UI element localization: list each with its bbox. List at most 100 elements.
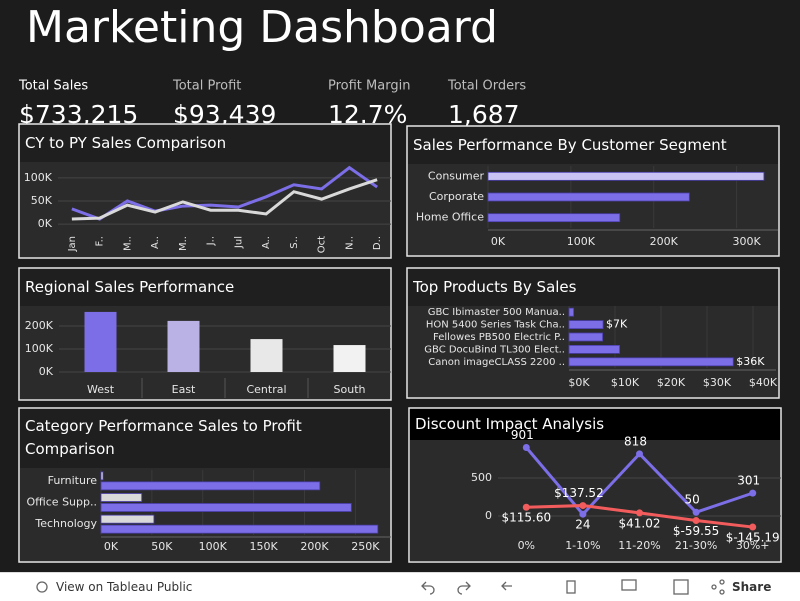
toolbar-icons <box>36 579 725 595</box>
data-label: 818 <box>624 434 647 448</box>
x-tick-label: 30%+ <box>736 539 770 552</box>
y-tick-label: Fellowes PB500 Electric P.. <box>433 332 565 343</box>
fullscreen-icon <box>673 579 689 595</box>
y-tick-label: GBC Ibimaster 500 Manua.. <box>428 307 565 318</box>
data-label: $41.02 <box>619 516 661 530</box>
x-tick-label: 0% <box>518 539 535 552</box>
x-tick-label: J.. <box>206 236 217 246</box>
redo-icon <box>457 581 471 595</box>
panel: 0K 100K 200K West East Central South <box>18 267 392 401</box>
x-tick-label: N.. <box>344 236 355 250</box>
x-tick-label: A.. <box>261 236 272 249</box>
x-tick-label: 21-30% <box>675 539 717 552</box>
panel-title: Sales Performance By Customer Segment <box>413 135 727 154</box>
kpi-label: Total Profit <box>172 79 241 94</box>
bar <box>100 493 143 502</box>
bar <box>333 345 366 372</box>
y-tick-label: Canon imageCLASS 2200 .. <box>428 357 565 368</box>
bar <box>100 514 155 524</box>
x-tick-label: 1-10% <box>565 539 600 552</box>
panel-title: CY to PY Sales Comparison <box>25 133 227 152</box>
undo-icon <box>421 581 435 595</box>
dashboard-title: Marketing Dashboard <box>26 2 498 53</box>
y-tick-label: GBC DocuBind TL300 Elect.. <box>424 344 565 355</box>
x-tick-label: Jul <box>233 236 244 249</box>
x-tick-label: S.. <box>289 236 300 249</box>
x-tick-label: 200K <box>300 540 329 553</box>
point <box>749 489 757 497</box>
data-label: 301 <box>737 474 760 488</box>
point <box>522 444 530 452</box>
chart: Marketing Dashboard Total Sales$733,215T… <box>18 2 782 563</box>
kpi-label: Total Orders <box>447 79 526 94</box>
bar <box>487 171 765 181</box>
y-tick-label: 50K <box>31 194 53 207</box>
point <box>636 450 643 458</box>
x-tick-label: M.. <box>122 236 133 251</box>
data-label: $36K <box>736 355 765 368</box>
bar <box>100 524 379 534</box>
x-tick-label: $20K <box>657 376 686 389</box>
panel: $0K $10K $20K $30K $40K GBC Ibimaster 500 Man… <box>406 267 780 399</box>
data-label: 24 <box>575 518 590 532</box>
charts: 0K 50K 100K Jan F.. M.. A.. M.. J.. Jul A.. S.. Oct N… <box>18 123 782 563</box>
bar <box>487 192 690 202</box>
point <box>749 523 757 531</box>
y-tick-label: HON 5400 Series Task Cha.. <box>426 320 565 331</box>
data-label: 901 <box>511 428 534 442</box>
point <box>579 502 587 510</box>
tableau-icon <box>36 581 48 593</box>
x-tick-label: $30K <box>703 376 732 389</box>
bar <box>568 344 620 354</box>
data-label: $-59.55 <box>673 524 719 538</box>
y-tick-label: Corporate <box>429 190 484 203</box>
y-tick-label: 500 <box>471 471 492 484</box>
x-tick-label: $40K <box>749 376 778 389</box>
share-button[interactable]: Share <box>732 580 772 594</box>
y-tick-label: 0 <box>485 509 492 522</box>
x-tick-label: 200K <box>650 235 679 248</box>
x-tick-label: F.. <box>95 236 106 247</box>
panel: 0 500 0% 1-10% 11-20% 21-30% 30%+ 901 24 818 50 301… <box>408 407 782 563</box>
x-tick-label: $0K <box>568 376 590 389</box>
point <box>636 509 643 517</box>
bar <box>568 320 604 330</box>
plot-background <box>20 306 390 399</box>
panel: 0K 50K 100K Jan F.. M.. A.. M.. J.. Jul A.. S.. Oct N… <box>18 123 392 259</box>
bar <box>568 307 574 317</box>
revert-icon <box>501 581 512 591</box>
y-tick-label: Office Supp.. <box>26 496 97 509</box>
bar <box>84 311 117 372</box>
panel-title: Category Performance Sales to Profit Com… <box>25 417 302 458</box>
x-tick-label: Oct <box>317 236 328 253</box>
bar <box>250 339 283 372</box>
download-icon <box>621 579 637 591</box>
x-tick-label: 11-20% <box>618 539 660 552</box>
y-tick-label: Furniture <box>48 474 98 487</box>
kpi-label: Total Sales <box>18 79 88 94</box>
point <box>579 510 587 518</box>
x-tick-label: 100K <box>199 540 228 553</box>
point <box>692 517 700 525</box>
view-link[interactable]: View on Tableau Public <box>56 580 193 594</box>
y-tick-label: 200K <box>25 319 54 332</box>
point <box>692 508 700 516</box>
x-tick-label: South <box>334 383 366 396</box>
panel-title: Discount Impact Analysis <box>415 414 605 433</box>
line <box>71 178 378 221</box>
icons <box>36 579 725 595</box>
panel-title: Regional Sales Performance <box>25 277 235 296</box>
toolbar: View on Tableau Public Share <box>0 572 800 601</box>
bar <box>100 471 104 481</box>
point <box>522 503 530 511</box>
bar <box>568 332 603 342</box>
y-tick-label: 100K <box>25 342 54 355</box>
kpi-label: Profit Margin <box>328 79 410 94</box>
line <box>71 165 378 221</box>
x-tick-label: $10K <box>611 376 640 389</box>
bar <box>487 213 621 223</box>
panel-title: Top Products By Sales <box>413 277 577 296</box>
y-tick-label: 0K <box>39 365 54 378</box>
